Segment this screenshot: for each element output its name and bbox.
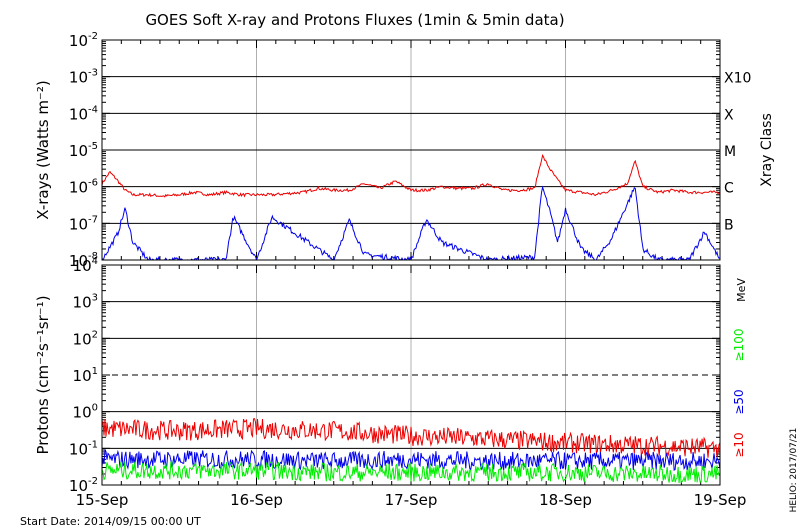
xray-class-axis-label: Xray Class	[759, 113, 775, 187]
xray-axes-box	[101, 39, 721, 261]
energy-label: ≥50	[732, 389, 746, 414]
chart-title: GOES Soft X-ray and Protons Fluxes (1min…	[145, 11, 564, 29]
xray-class-label: B	[724, 217, 734, 233]
y-tick-exponent: -7	[88, 214, 98, 225]
y-tick-label: 10-1	[69, 439, 98, 458]
y-tick-exponent: -5	[88, 141, 98, 152]
protons-axes-box	[101, 264, 721, 486]
xray-class-label: X	[724, 107, 734, 123]
mev-unit-label: MeV	[735, 278, 748, 302]
y-tick-label: 103	[73, 293, 98, 312]
xray-y-axis-label: X-rays (Watts m⁻²)	[34, 80, 52, 219]
x-tick-label: 15-Sep	[76, 491, 129, 509]
y-tick-exponent: 2	[92, 329, 98, 340]
y-tick-exponent: -6	[88, 178, 98, 189]
y-tick-exponent: -2	[88, 476, 98, 487]
xray-series-1	[102, 185, 720, 260]
protons-y-axis-label: Protons (cm⁻²s⁻¹sr⁻¹)	[34, 295, 52, 454]
x-tick-label: 16-Sep	[230, 491, 283, 509]
protons-panel: 1 0 -2 10-1 100 101 102 103 104 Protons (cm⁻²s⁻¹s…	[34, 256, 748, 509]
protons-series-1	[102, 449, 720, 472]
energy-label: ≥100	[732, 329, 746, 362]
y-tick-label: 100	[73, 403, 98, 422]
xray-class-label: X10	[724, 71, 751, 87]
y-tick-exponent: 4	[92, 256, 98, 267]
xray-class-label: M	[724, 144, 736, 160]
y-tick-label: 104	[73, 256, 98, 275]
protons-series-2	[102, 460, 720, 484]
y-tick-label: 10-4	[69, 104, 98, 123]
x-tick-label: 17-Sep	[385, 491, 438, 509]
y-tick-exponent: -3	[88, 68, 98, 79]
xray-class-label: C	[724, 181, 734, 197]
y-tick-label: 10-6	[69, 178, 98, 197]
y-tick-label: 101	[73, 366, 98, 385]
y-tick-exponent: 0	[92, 403, 98, 414]
start-date-label: Start Date: 2014/09/15 00:00 UT	[20, 515, 201, 528]
x-tick-label: 18-Sep	[539, 491, 592, 509]
chart-panels: 1 0 -8 10-7 10-6 10-5 10-4 10-3 10-2 X-rays (Watt…	[34, 31, 775, 509]
y-tick-exponent: -8	[88, 251, 98, 262]
y-tick-label: 10-3	[69, 68, 98, 87]
y-tick-label: 10-7	[69, 214, 98, 233]
protons-series-0	[102, 418, 720, 458]
xray-panel: 10-810-710-610-510-410-310-2X-rays (Watt…	[34, 31, 775, 270]
energy-label: ≥10	[732, 432, 746, 457]
y-tick-exponent: -1	[88, 439, 98, 450]
y-tick-exponent: -4	[88, 104, 98, 115]
y-tick-label: 102	[73, 329, 98, 348]
y-tick-exponent: 3	[92, 293, 98, 304]
y-tick-label: 10-2	[69, 31, 98, 50]
xray-series-0	[102, 154, 720, 198]
y-tick-exponent: -2	[88, 31, 98, 42]
x-tick-label: 19-Sep	[694, 491, 747, 509]
y-tick-exponent: 1	[92, 366, 98, 377]
y-tick-label: 10-5	[69, 141, 98, 160]
credit-label: HELIO: 2017/07/21	[789, 428, 799, 513]
